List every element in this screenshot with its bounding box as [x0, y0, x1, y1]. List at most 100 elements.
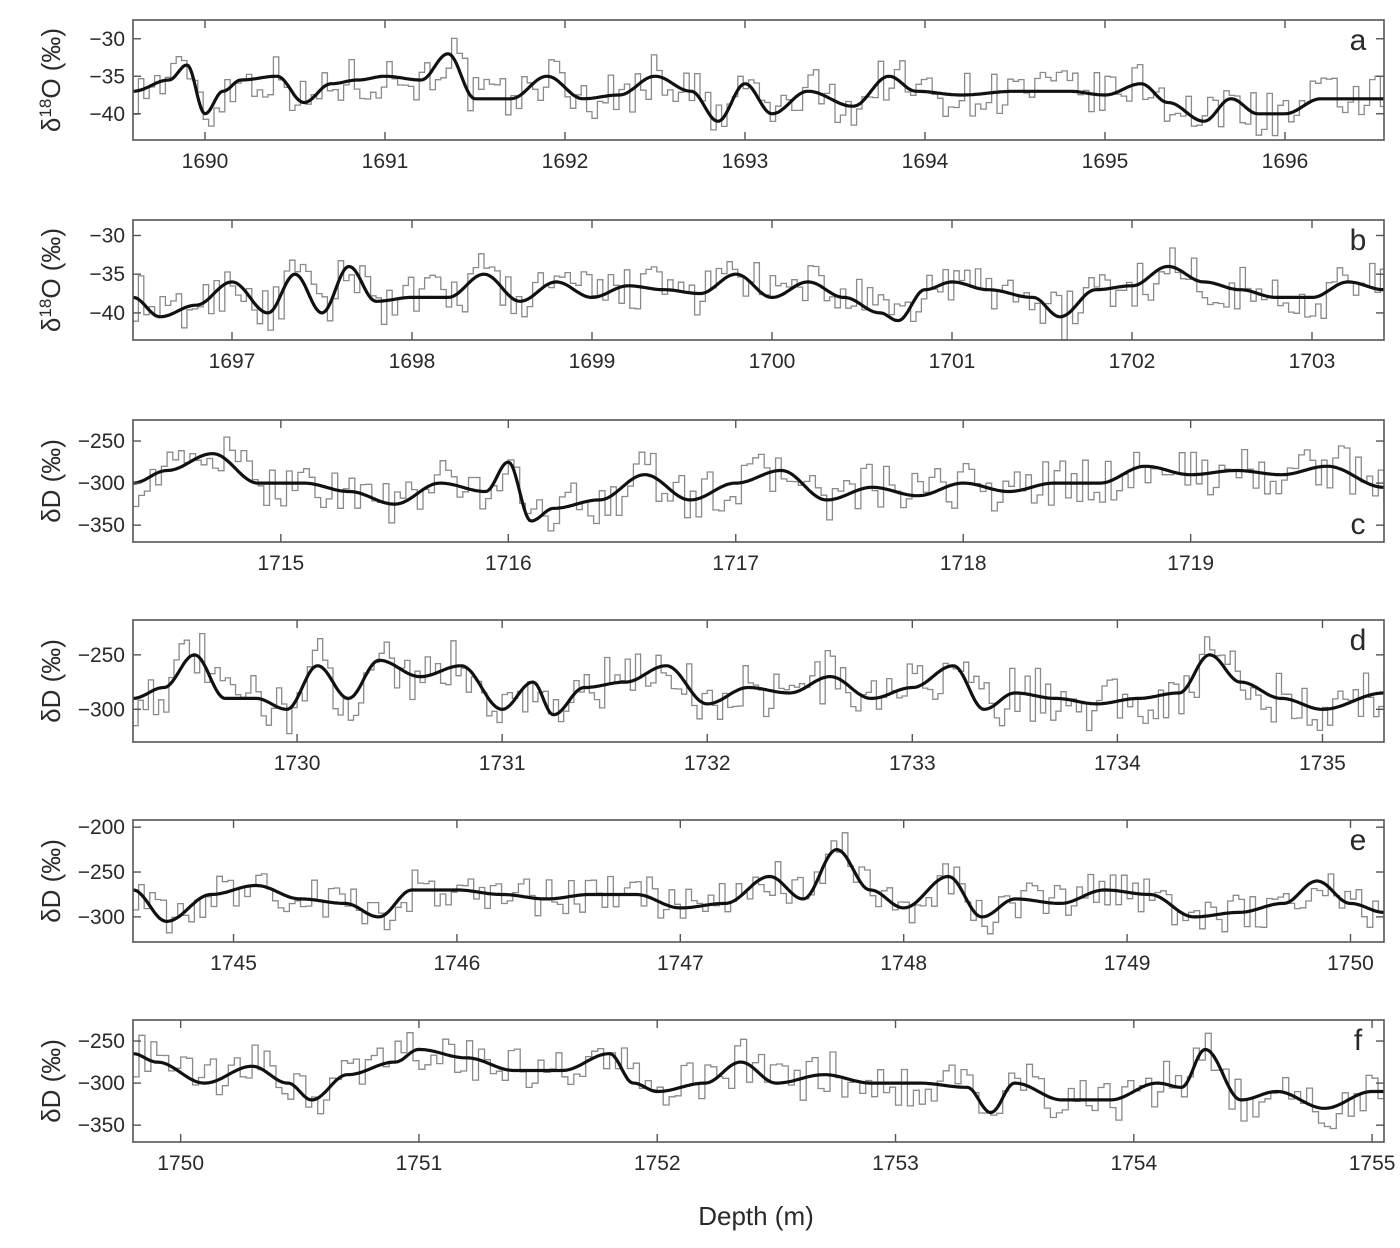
panel-a: 1690 1691 1692 1693 1694 1695 1696 −30 −35 −40 δ18…: [36, 19, 1385, 173]
y-axis-title-symbol: δ: [36, 118, 66, 132]
x-tick-label: 1749: [1104, 952, 1151, 975]
raw-isotope-series: [133, 1032, 1384, 1130]
x-tick-label: 1754: [1110, 1152, 1157, 1175]
x-tick-label: 1698: [389, 350, 436, 373]
x-tick-label: 1700: [749, 350, 796, 373]
x-tick-label: 1750: [1327, 952, 1374, 975]
raw-isotope-series: [133, 632, 1384, 735]
panel-b: 1697 1698 1699 1700 1701 1702 1703 −30 −35 −40 δ18…: [36, 219, 1385, 373]
y-axis-title-tail: D (‰): [36, 839, 66, 908]
x-tick-label: 1716: [485, 552, 532, 575]
x-tick-label: 1750: [157, 1152, 204, 1175]
x-tick-label: 1730: [274, 752, 321, 775]
x-tick-label: 1746: [434, 952, 481, 975]
smoothed-isotope-series: [133, 264, 1384, 323]
y-axis-title-symbol: δ: [36, 908, 66, 922]
smoothed-isotope-series: [133, 52, 1384, 123]
raw-isotope-series: [133, 436, 1384, 532]
y-axis-title-tail: D (‰): [36, 439, 66, 508]
x-tick-label: 1753: [872, 1152, 919, 1175]
panel-c: 1715 1716 1717 1718 1719 −250 −300 −350 δD (‰) c: [36, 419, 1385, 575]
x-tick-label: 1751: [396, 1152, 443, 1175]
y-axis-title: δD (‰): [36, 639, 66, 723]
y-tick-label: −40: [89, 302, 125, 325]
y-axis-title-symbol: δ: [36, 708, 66, 722]
plot-frame: [132, 1019, 1385, 1143]
x-tick-label: 1735: [1299, 752, 1346, 775]
y-tick-label: −250: [78, 1030, 125, 1053]
x-tick-label: 1693: [722, 150, 769, 173]
raw-isotope-series: [133, 247, 1384, 340]
panel-f: 1750 1751 1752 1753 1754 1755 −250 −300 −350 δD (…: [36, 1019, 1396, 1175]
x-tick-label: 1732: [684, 752, 731, 775]
panel-label: f: [1354, 1024, 1363, 1057]
x-tick-label: 1703: [1289, 350, 1336, 373]
x-tick-label: 1745: [210, 952, 257, 975]
panel-label: c: [1351, 508, 1366, 541]
x-tick-label: 1755: [1349, 1152, 1396, 1175]
plot-frame: [132, 819, 1385, 943]
y-tick-label: −30: [89, 28, 125, 51]
x-tick-label: 1702: [1109, 350, 1156, 373]
y-axis-title-tail: D (‰): [36, 639, 66, 708]
y-tick-label: −350: [78, 1114, 125, 1137]
x-tick-label: 1717: [712, 552, 759, 575]
panel-label: b: [1350, 224, 1367, 257]
x-tick-label: 1699: [569, 350, 616, 373]
y-tick-label: −350: [78, 514, 125, 537]
panel-label: e: [1350, 824, 1367, 857]
y-tick-label: −35: [89, 263, 125, 286]
y-tick-label: −250: [78, 644, 125, 667]
x-tick-label: 1691: [362, 150, 409, 173]
panel-e: 1745 1746 1747 1748 1749 1750 −200 −250 −300 δD (…: [36, 816, 1385, 975]
y-axis-title: δ18O (‰): [36, 28, 66, 132]
x-tick-label: 1733: [889, 752, 936, 775]
x-tick-label: 1695: [1082, 150, 1129, 173]
smoothed-isotope-series: [133, 653, 1384, 717]
x-axis-title: Depth (m): [698, 1201, 814, 1231]
x-tick-label: 1696: [1262, 150, 1309, 173]
x-tick-label: 1690: [182, 150, 229, 173]
y-axis-title: δD (‰): [36, 439, 66, 523]
panel-label: d: [1350, 624, 1367, 657]
x-tick-label: 1734: [1094, 752, 1141, 775]
x-tick-label: 1715: [257, 552, 304, 575]
y-tick-label: −300: [78, 1072, 125, 1095]
y-axis-title-superscript: 18: [36, 99, 55, 118]
y-tick-label: −35: [89, 65, 125, 88]
y-tick-label: −40: [89, 103, 125, 126]
smoothed-isotope-series: [133, 1047, 1384, 1115]
y-axis-title-symbol: δ: [36, 508, 66, 522]
panel-d: 1730 1731 1732 1733 1734 1735 −250 −300 δD (‰) d: [36, 619, 1385, 775]
x-tick-label: 1748: [880, 952, 927, 975]
x-tick-label: 1719: [1167, 552, 1214, 575]
plot-frame: [132, 19, 1385, 141]
y-axis-title: δD (‰): [36, 1039, 66, 1123]
panel-label: a: [1350, 24, 1367, 57]
y-tick-label: −250: [78, 861, 125, 884]
plot-frame: [132, 219, 1385, 341]
y-axis-title: δD (‰): [36, 839, 66, 923]
x-tick-label: 1731: [479, 752, 526, 775]
raw-isotope-series: [133, 832, 1384, 935]
x-tick-label: 1718: [940, 552, 987, 575]
y-axis-title-tail: O (‰): [36, 228, 66, 299]
x-tick-label: 1692: [542, 150, 589, 173]
x-tick-label: 1747: [657, 952, 704, 975]
y-tick-label: −30: [89, 224, 125, 247]
y-tick-label: −250: [78, 430, 125, 453]
y-axis-title-symbol: δ: [36, 318, 66, 332]
y-axis-title-tail: O (‰): [36, 28, 66, 99]
y-tick-label: −300: [78, 698, 125, 721]
x-tick-label: 1701: [929, 350, 976, 373]
x-tick-label: 1752: [634, 1152, 681, 1175]
y-tick-label: −300: [78, 906, 125, 929]
y-tick-label: −300: [78, 472, 125, 495]
plot-frame: [132, 419, 1385, 543]
raw-isotope-series: [133, 37, 1384, 137]
x-tick-label: 1694: [902, 150, 949, 173]
y-axis-title-tail: D (‰): [36, 1039, 66, 1108]
y-axis-title-symbol: δ: [36, 1108, 66, 1122]
